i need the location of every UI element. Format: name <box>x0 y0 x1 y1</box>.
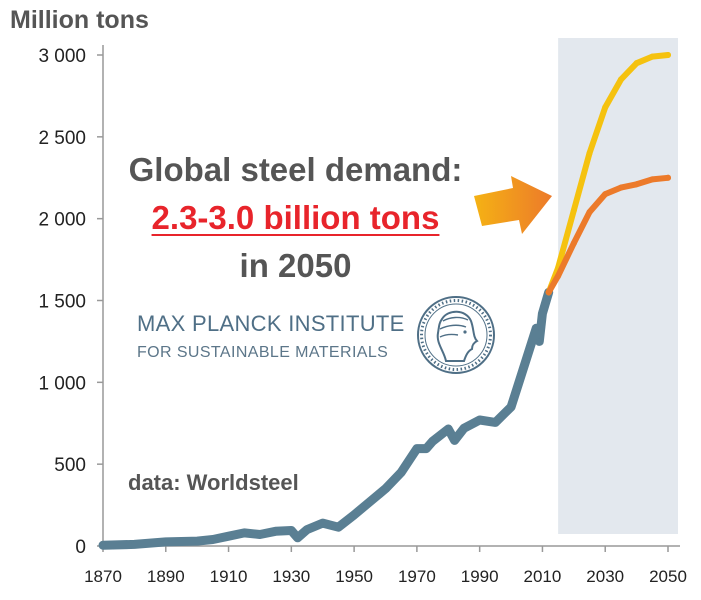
series-2-point <box>570 207 577 214</box>
max-planck-seal-logo <box>417 296 495 374</box>
y-axis-ticks: 0 500 1 000 1 500 2 000 2 500 3 000 <box>38 46 103 558</box>
series-1-point <box>429 438 436 445</box>
headline-annotation: Global steel demand: 2.3-3.0 billion ton… <box>118 146 473 290</box>
series-1-point <box>382 485 389 492</box>
x-tick-label: 1910 <box>210 567 248 586</box>
series-3-point <box>602 191 609 198</box>
series-1-point <box>241 529 248 536</box>
series-1-point <box>398 469 405 476</box>
x-tick-label: 2010 <box>524 567 562 586</box>
y-axis-title: Million tons <box>10 6 149 34</box>
x-tick-label: 2050 <box>649 567 687 586</box>
series-1-point <box>225 533 232 540</box>
series-1-point <box>162 538 169 545</box>
series-1-point <box>351 511 358 518</box>
series-layer <box>98 52 671 550</box>
y-tick-label: 3 000 <box>38 46 86 67</box>
series-1-point <box>523 354 530 361</box>
series-2-point <box>665 52 671 58</box>
series-3-point <box>649 176 656 183</box>
y-tick-label: 500 <box>54 455 86 476</box>
headline-line-2: 2.3-3.0 billion tons <box>151 199 440 236</box>
x-tick-label: 2030 <box>586 567 624 586</box>
series-1-point <box>476 416 483 423</box>
series-1-point <box>533 325 540 332</box>
series-1-point <box>131 541 138 548</box>
data-source-note: data: Worldsteel <box>128 470 299 495</box>
series-1-point <box>460 425 467 432</box>
series-1-point <box>508 403 515 410</box>
series-2-point <box>602 104 609 111</box>
series-1-point <box>256 531 263 538</box>
series-1-point <box>423 445 430 452</box>
series-3-point <box>555 272 562 279</box>
series-1-point <box>272 528 279 535</box>
series-1-point <box>194 538 201 545</box>
x-axis-ticks: 1870 1890 1910 1930 1950 1970 1990 2010 2030 2050 <box>84 546 687 586</box>
series-1-point <box>100 542 106 549</box>
series-2-point <box>617 76 624 83</box>
institute-subtitle: FOR SUSTAINABLE MATERIALS <box>137 344 389 361</box>
series-1-point <box>413 445 420 452</box>
axes <box>102 45 680 547</box>
series-1-point <box>288 527 295 534</box>
series-1 <box>98 287 554 550</box>
series-2-point <box>586 150 593 157</box>
series-1-point <box>536 338 543 345</box>
series-3-point <box>665 174 671 181</box>
series-1-point <box>445 425 452 432</box>
x-tick-label: 1890 <box>147 567 185 586</box>
projection-band <box>558 38 678 534</box>
headline-line-3: in 2050 <box>239 247 352 284</box>
series-1-point <box>319 520 326 527</box>
series-3-point <box>545 289 552 296</box>
series-1-point <box>539 310 546 317</box>
series-3-point <box>617 184 624 191</box>
series-2-point <box>649 53 656 60</box>
institute-name: MAX PLANCK INSTITUTE <box>137 311 405 336</box>
series-2-point <box>633 60 640 67</box>
x-tick-label: 1930 <box>272 567 310 586</box>
y-tick-label: 2 000 <box>38 210 86 231</box>
series-3-point <box>570 240 577 247</box>
series-1-point <box>209 536 216 543</box>
series-1-point <box>492 419 499 426</box>
x-tick-label: 1990 <box>461 567 499 586</box>
series-1-point <box>335 524 342 531</box>
y-tick-label: 0 <box>75 537 86 558</box>
series-1-point <box>304 526 311 533</box>
y-tick-label: 1 500 <box>38 292 86 313</box>
series-1-point <box>451 437 458 444</box>
series-3 <box>545 174 671 296</box>
series-1-point <box>366 498 373 505</box>
arrow-icon <box>474 176 552 234</box>
y-tick-label: 2 500 <box>38 128 86 149</box>
x-tick-label: 1950 <box>335 567 373 586</box>
series-1-point <box>294 534 301 541</box>
series-3-point <box>633 181 640 188</box>
y-tick-label: 1 000 <box>38 373 86 394</box>
headline-line-1: Global steel demand: <box>128 151 463 188</box>
series-3-point <box>586 209 593 216</box>
x-tick-label: 1970 <box>398 567 436 586</box>
x-tick-label: 1870 <box>84 567 122 586</box>
